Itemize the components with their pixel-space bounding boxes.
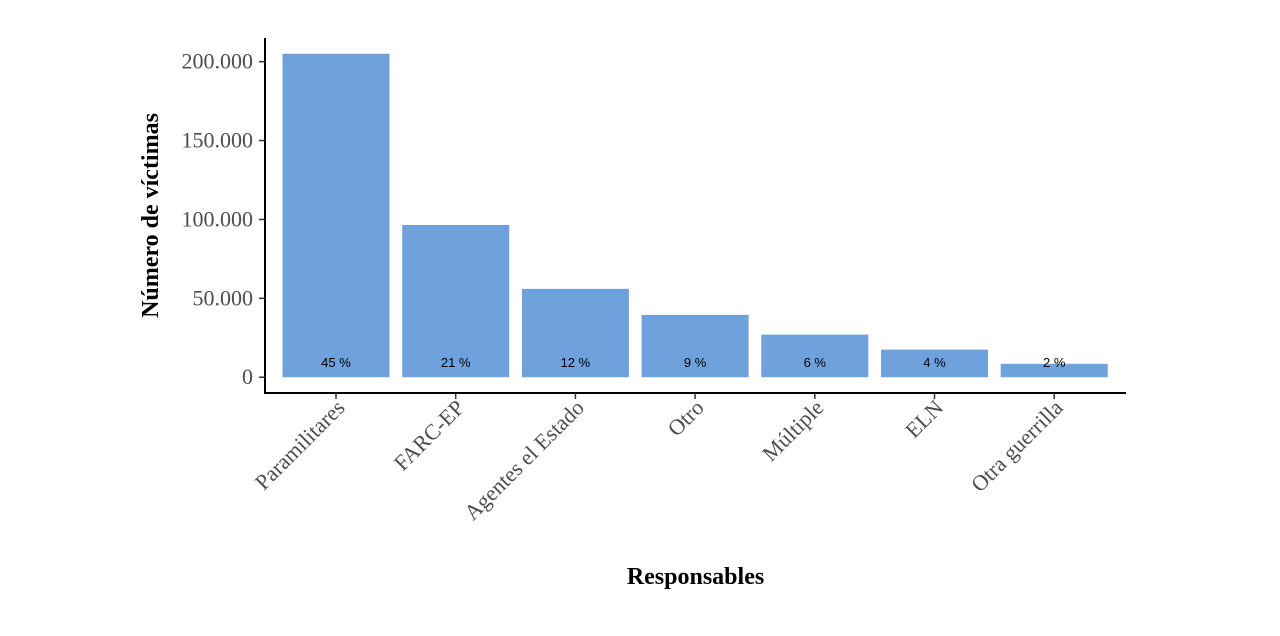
bar-label-3: 9 % [684,355,707,370]
bar-2 [521,288,629,378]
bar-0 [282,53,390,378]
bar-5 [881,349,988,378]
bar-label-5: 4 % [923,355,946,370]
bar-label-1: 21 % [441,355,471,370]
x-tick-label-6: Otra guerrilla [966,395,1068,497]
x-axis-title: Responsables [627,564,764,590]
x-tick-label-2: Agentes el Estado [459,395,589,525]
bars-group [282,53,1108,378]
x-tick-label-5: ELN [900,395,948,443]
bar-1 [402,224,510,378]
bar-label-4: 6 % [804,355,827,370]
y-tick-label-4: 200.000 [182,49,254,74]
y-tick-label-3: 150.000 [182,128,254,153]
y-tick-label-1: 50.000 [193,285,254,310]
bar-4 [761,334,869,378]
y-ticks-group: 0 50.000 100.000 150.000 200.000 [182,49,265,389]
x-tick-label-1: FARC-EP [389,395,469,475]
bar-label-6: 2 % [1043,355,1066,370]
bar-label-2: 12 % [561,355,591,370]
bar-labels-group: 45 % 21 % 12 % 9 % 6 % 4 % 2 % [321,355,1066,370]
y-axis-title: Número de víctimas [138,113,164,318]
bar-6 [1000,363,1108,378]
x-tick-label-4: Múltiple [757,395,828,466]
y-tick-label-2: 100.000 [182,206,254,231]
bar-3 [641,314,749,378]
x-tick-label-0: Paramilitares [250,395,350,495]
x-tick-label-3: Otro [662,395,708,441]
y-tick-label-0: 0 [242,364,253,389]
bar-label-0: 45 % [321,355,351,370]
